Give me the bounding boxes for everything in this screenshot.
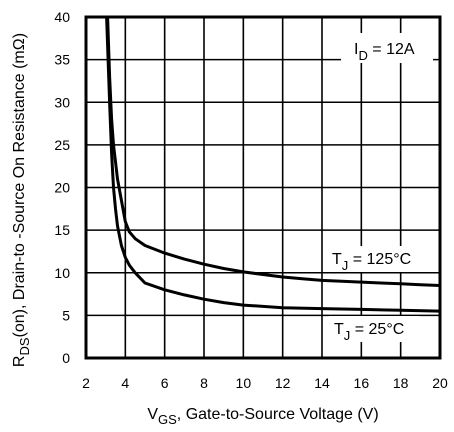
y-tick-label: 5 [62, 307, 70, 323]
y-axis-label-sub: DS [17, 337, 32, 355]
x-tick-label: 12 [275, 375, 291, 391]
x-tick-label: 8 [200, 375, 208, 391]
t125-label: TJ = 125°C [332, 251, 411, 273]
y-tick-label: 40 [54, 9, 70, 25]
x-tick-label: 6 [161, 375, 169, 391]
x-axis-label-sub: GS [158, 412, 177, 427]
y-axis-label: RDS(on), Drain-to -Source On Resistance … [11, 33, 32, 367]
y-tick-label: 10 [54, 265, 70, 281]
x-tick-label: 16 [354, 375, 370, 391]
x-tick-label: 14 [314, 375, 330, 391]
t125-label-bg [326, 246, 424, 272]
t25-label: TJ = 25°C [334, 321, 404, 343]
y-tick-label: 35 [54, 52, 70, 68]
x-tick-label: 18 [393, 375, 409, 391]
x-axis-label: VGS, Gate-to-Source Voltage (V) [147, 406, 378, 427]
grid [86, 17, 440, 358]
id-label: ID = 12A [354, 41, 415, 63]
t25-label-bg [329, 316, 419, 342]
series-line-25c [105, 15, 442, 313]
t125-label-sub: J [342, 258, 349, 273]
y-tick-label: 0 [62, 350, 70, 366]
t25-label-sub: J [344, 328, 351, 343]
y-tick-label: 30 [54, 94, 70, 110]
annotations: ID = 12A TJ = 125°C TJ = 25°C [326, 33, 433, 343]
x-tick-labels: 2 4 6 8 10 12 14 16 18 20 [82, 375, 448, 391]
y-tick-label: 20 [54, 180, 70, 196]
x-tick-label: 10 [236, 375, 252, 391]
plot-frame [84, 15, 442, 360]
y-tick-label: 15 [54, 222, 70, 238]
id-label-sub: D [358, 48, 367, 63]
y-tick-labels: 0 5 10 15 20 25 30 35 40 [54, 9, 70, 366]
series-group [105, 15, 442, 313]
x-tick-label: 4 [121, 375, 129, 391]
id-label-bg [341, 33, 433, 63]
series-line-125c [106, 15, 442, 287]
x-tick-label: 20 [432, 375, 448, 391]
y-tick-label: 25 [54, 137, 70, 153]
x-tick-label: 2 [82, 375, 90, 391]
